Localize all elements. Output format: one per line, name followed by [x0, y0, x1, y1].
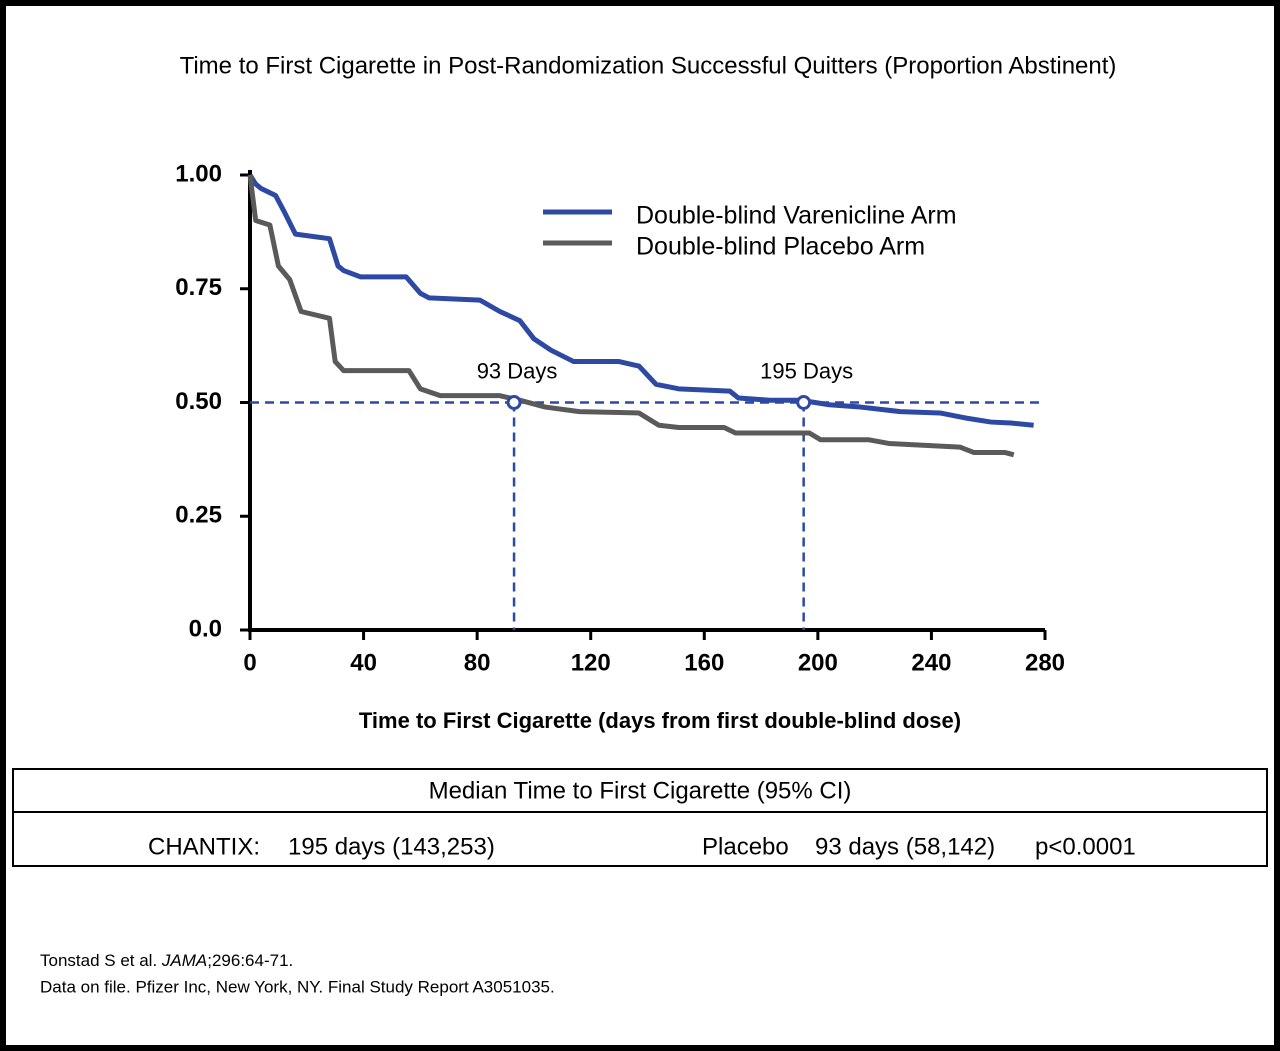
y-tick-label: 0.50 [175, 388, 222, 415]
y-tick-label: 0.25 [175, 502, 222, 529]
annotation: 195 Days [760, 358, 853, 383]
table-row-box [12, 811, 1268, 867]
legend-label: Double-blind Placebo Arm [636, 233, 925, 261]
median-marker [796, 395, 812, 410]
y-tick-label: 0.75 [175, 274, 222, 301]
plot: 0.0 0.25 0.50 0.75 1.00 0 40 80 120 160 200 240 280 D… [175, 160, 1065, 676]
x-tick-label: 80 [464, 649, 491, 676]
y-tick-label: 0.0 [189, 615, 222, 642]
series-line [247, 173, 1034, 428]
table-cell: 93 days (58,142) [815, 833, 995, 860]
x-tick-label: 160 [684, 649, 724, 676]
table-title: Median Time to First Cigarette (95% CI) [429, 777, 852, 804]
table-cell: CHANTIX: [148, 833, 260, 860]
footnote-journal: JAMA [161, 951, 207, 970]
x-tick-label: 240 [911, 649, 951, 676]
x-tick-label: 0 [243, 649, 256, 676]
footnote: Tonstad S et al. JAMA;296:64-71. [40, 951, 293, 970]
legend-label: Double-blind Varenicline Arm [636, 202, 957, 230]
footnote-text: ;296:64-71. [207, 951, 293, 970]
x-axis-label: Time to First Cigarette (days from first… [359, 708, 961, 733]
x-tick-label: 280 [1025, 649, 1065, 676]
x-tick-label: 200 [798, 649, 838, 676]
table-cell: 195 days (143,253) [288, 833, 495, 860]
annotation: 93 Days [477, 358, 558, 383]
median-marker [506, 395, 522, 410]
footnote: Data on file. Pfizer Inc, New York, NY. … [40, 977, 555, 996]
x-tick-label: 120 [571, 649, 611, 676]
table-cell: Placebo [702, 833, 789, 860]
chart-title: Time to First Cigarette in Post-Randomiz… [180, 52, 1117, 79]
footnote-text: Tonstad S et al. [40, 951, 162, 970]
y-tick-label: 1.00 [175, 160, 222, 187]
series-line [247, 174, 1015, 458]
table-cell: p<0.0001 [1035, 833, 1136, 860]
x-tick-label: 40 [350, 649, 377, 676]
